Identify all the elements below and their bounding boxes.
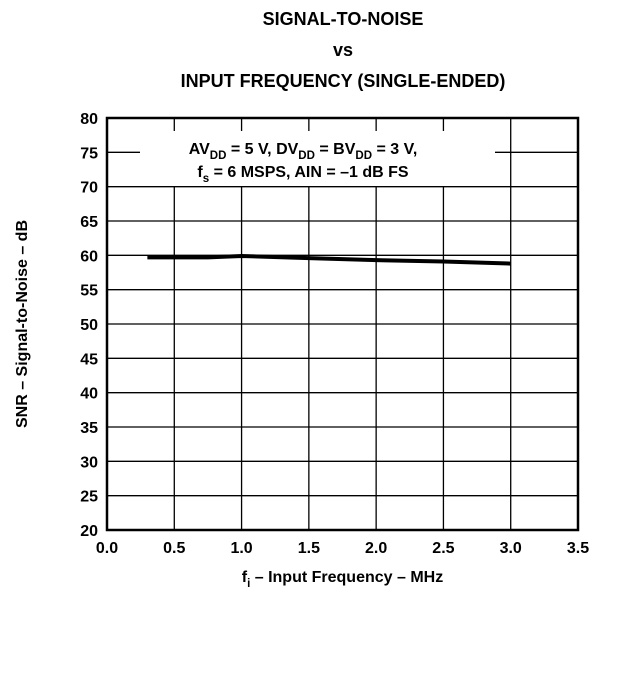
y-tick-label: 45 <box>80 351 98 368</box>
annotation-part: AV <box>189 141 210 158</box>
y-tick-label: 65 <box>80 214 98 231</box>
series-line <box>147 254 511 266</box>
x-tick-label: 0.5 <box>163 540 185 557</box>
x-axis-label-part: f <box>242 569 248 586</box>
annotation-box <box>140 131 495 186</box>
plot-frame <box>105 116 580 532</box>
x-axis-label-part: i <box>247 578 250 590</box>
y-tick-label: 80 <box>80 111 98 128</box>
x-axis-label-part: – Input Frequency – MHz <box>250 569 443 586</box>
y-tick-label: 35 <box>80 420 98 437</box>
y-tick-label: 25 <box>80 489 98 506</box>
y-tick-label: 20 <box>80 523 98 540</box>
x-tick-label: 2.5 <box>432 540 454 557</box>
annotation-part: = 5 V, DV <box>226 141 298 158</box>
y-axis-label: SNR – Signal-to-Noise – dB <box>14 220 31 428</box>
annotation-part: = 3 V, <box>372 141 417 158</box>
annotation-part: DD <box>355 150 372 162</box>
y-tick-label: 75 <box>80 145 98 162</box>
chart-title: INPUT FREQUENCY (SINGLE-ENDED) <box>181 71 506 91</box>
annotation-part: = 6 MSPS, AIN = –1 dB FS <box>209 164 409 181</box>
annotation: fs = 6 MSPS, AIN = –1 dB FS <box>197 164 409 185</box>
y-tick-label: 50 <box>80 317 98 334</box>
annotation-part: DD <box>210 150 227 162</box>
y-tick-label: 55 <box>80 283 98 300</box>
chart-title: SIGNAL-TO-NOISE <box>263 9 424 29</box>
y-tick-label: 70 <box>80 180 98 197</box>
annotation-part: s <box>203 173 209 185</box>
x-tick-label: 0.0 <box>96 540 118 557</box>
x-tick-label: 1.0 <box>230 540 252 557</box>
x-tick-label: 1.5 <box>298 540 320 557</box>
y-tick-label: 60 <box>80 248 98 265</box>
y-tick-label: 40 <box>80 386 98 403</box>
x-tick-label: 2.0 <box>365 540 387 557</box>
annotation-part: = BV <box>315 141 356 158</box>
annotation: AVDD = 5 V, DVDD = BVDD = 3 V, <box>189 141 418 162</box>
chart-title: vs <box>333 40 353 60</box>
x-tick-label: 3.5 <box>567 540 589 557</box>
x-tick-label: 3.0 <box>500 540 522 557</box>
annotation-part: f <box>197 164 203 181</box>
annotation-part: DD <box>298 150 315 162</box>
y-tick-label: 30 <box>80 454 98 471</box>
x-axis-label: fi – Input Frequency – MHz <box>242 569 443 590</box>
